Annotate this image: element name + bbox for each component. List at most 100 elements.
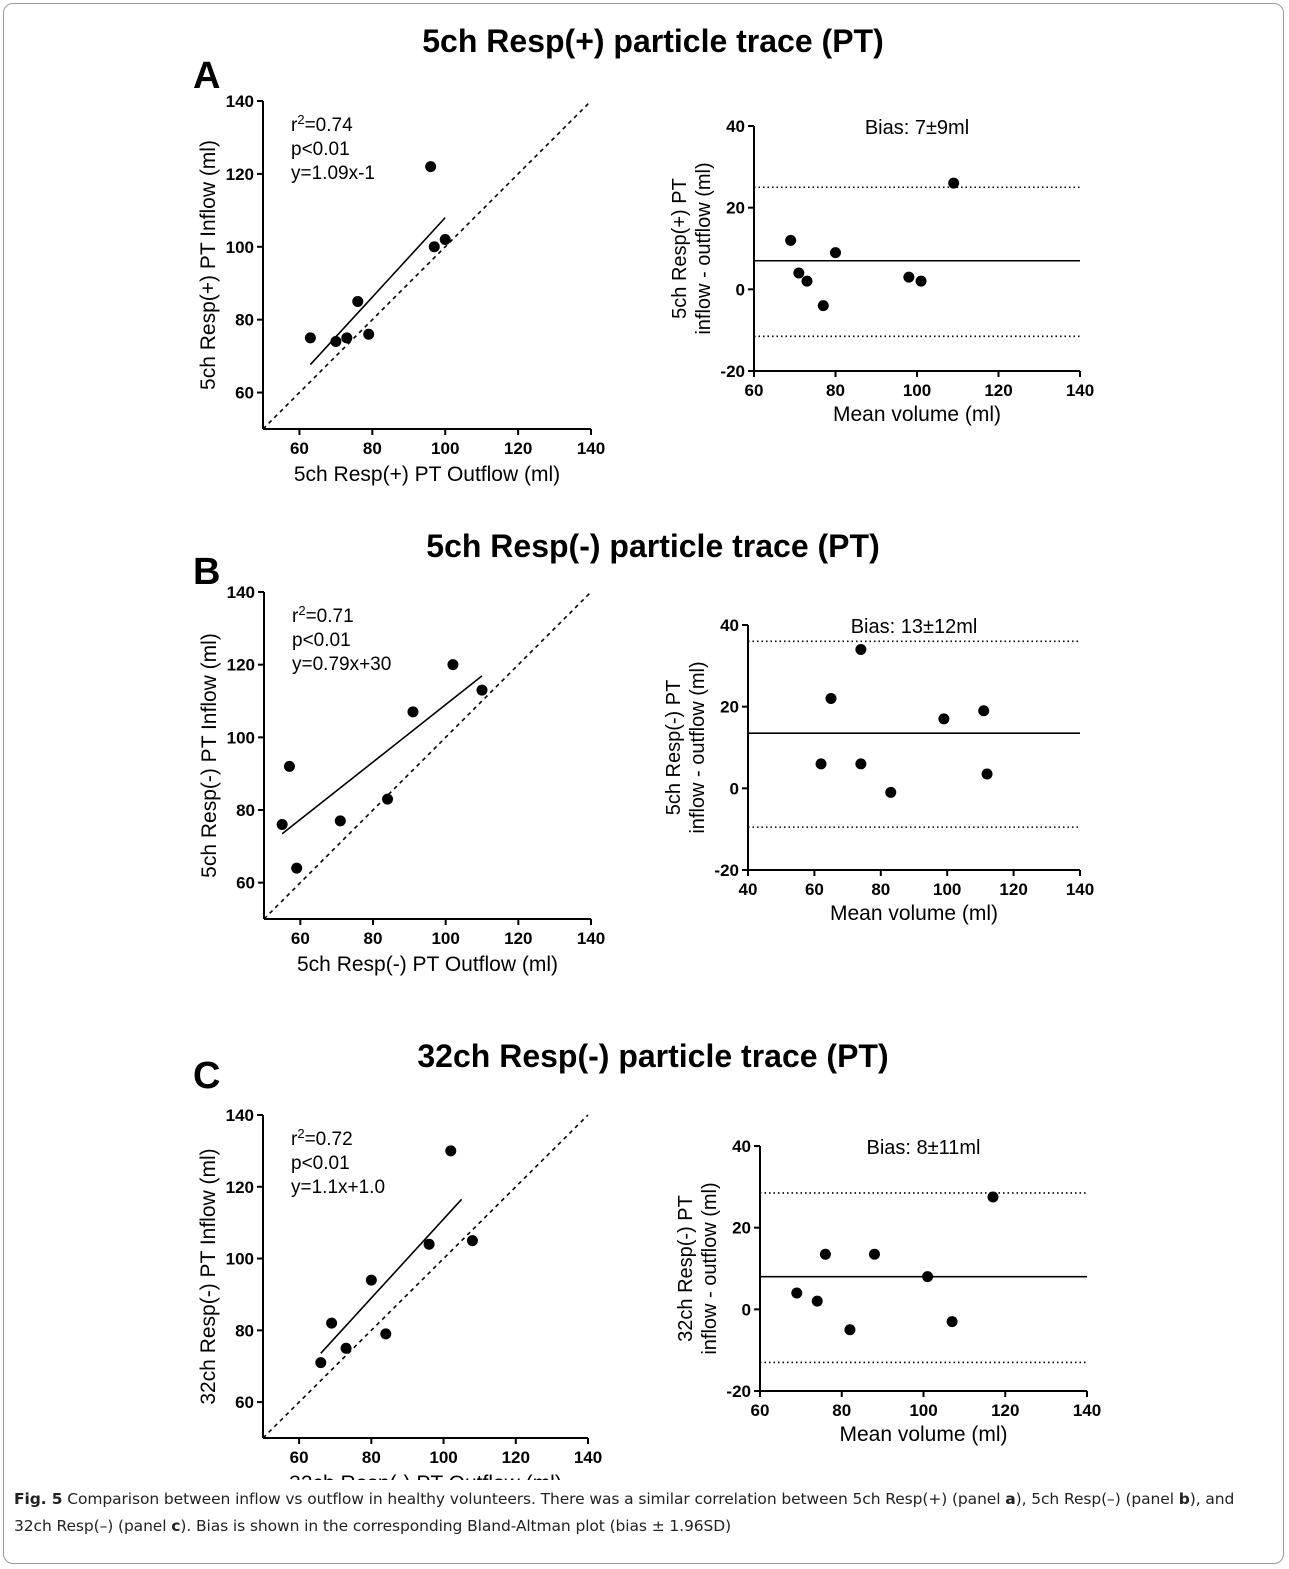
chart1-title: 5ch Resp(+) particle trace (PT) — [422, 23, 883, 59]
chart4-x-axis-label: Mean volume (ml) — [830, 902, 998, 925]
chart4-y-tick-label: 0 — [730, 779, 739, 798]
chart5-panel-letter: C — [193, 1055, 220, 1097]
chart2-y-axis-label-line1: 5ch Resp(+) PT — [669, 178, 691, 319]
chart4-data-point — [825, 693, 837, 704]
chart2-data-point — [830, 247, 841, 259]
chart6-x-tick-label: 100 — [909, 1401, 937, 1420]
chart1-data-point — [330, 336, 342, 348]
chart6-data-point — [868, 1248, 880, 1260]
chart3-data-point — [382, 793, 394, 805]
chart6-y-tick-label: 20 — [732, 1219, 751, 1238]
chart1-x-tick-label: 60 — [290, 439, 309, 458]
chart4-data-point — [981, 768, 993, 780]
chart3-y-tick-label: 100 — [227, 728, 255, 747]
chart5-y-tick-label: 60 — [235, 1393, 254, 1412]
caption-panel-a: a — [1005, 1490, 1016, 1508]
chart6-bias-label: Bias: 8±11ml — [867, 1137, 981, 1159]
chart2-data-point — [915, 275, 927, 287]
chart4-bias-label: Bias: 13±12ml — [851, 616, 978, 638]
chart6-x-tick-label: 120 — [991, 1401, 1019, 1420]
caption-text-2: ), 5ch Resp(–) (panel — [1015, 1490, 1179, 1508]
chart5-title: 32ch Resp(-) particle trace (PT) — [417, 1038, 888, 1074]
caption-label: Fig. 5 — [14, 1490, 63, 1508]
chart6-x-tick-label: 60 — [751, 1401, 770, 1420]
chart2-data-point — [903, 271, 915, 283]
chart1-y-tick-label: 140 — [226, 92, 254, 111]
chart1-y-tick-label: 120 — [226, 165, 254, 184]
chart1-x-tick-label: 120 — [504, 439, 532, 458]
chart1-stat-p: p<0.01 — [291, 139, 350, 160]
figure-canvas: A 5ch Resp(+) particle trace (PT) 60 80 100 1… — [193, 23, 1101, 1480]
chart6-y-axis-label-line2: inflow - outflow (ml) — [699, 1182, 721, 1354]
chart3-data-point — [476, 684, 488, 696]
chart1-data-point — [428, 241, 440, 253]
chart3-x-tick-label: 120 — [504, 929, 532, 948]
caption-text-1: Comparison between inflow vs outflow in … — [62, 1490, 1006, 1508]
chart2-y-tick-label: 0 — [736, 280, 745, 299]
chart1-data-point — [352, 295, 364, 307]
chart1-stat-equation: y=1.09x-1 — [291, 163, 375, 184]
chart6-y-tick-label: 0 — [742, 1300, 751, 1319]
chart1-x-tick-label: 80 — [363, 439, 382, 458]
chart6-y-axis-label-line1: 32ch Resp(-) PT — [675, 1195, 697, 1342]
chart5-x-tick-label: 140 — [574, 1448, 602, 1467]
chart5-y-tick-label: 80 — [235, 1321, 254, 1340]
chart2-data-point — [785, 234, 797, 246]
chart2-y-tick-label: 20 — [726, 199, 745, 218]
chart2-data-point — [793, 267, 805, 279]
chart1-x-tick-label: 140 — [577, 439, 605, 458]
chart3-data-point — [447, 659, 459, 671]
chart2-y-tick-label: -20 — [720, 362, 745, 381]
chart3-data-point — [334, 815, 346, 827]
chart6-y-tick-label: 40 — [732, 1137, 751, 1156]
chart3-x-tick-label: 140 — [577, 929, 605, 948]
chart1-panel-letter: A — [193, 55, 220, 97]
chart3-y-tick-label: 60 — [236, 874, 255, 893]
chart3-y-tick-label: 140 — [227, 583, 255, 602]
chart4-x-tick-label: 80 — [871, 880, 890, 899]
chart1-data-point — [425, 161, 437, 173]
chart5-regression-line — [320, 1198, 463, 1354]
chart2-data-point — [801, 275, 813, 287]
chart1-y-axis-label: 5ch Resp(+) PT Inflow (ml) — [197, 140, 220, 390]
chart5-data-point — [365, 1274, 377, 1286]
chart2-x-tick-label: 100 — [903, 381, 931, 400]
chart6-x-tick-label: 80 — [832, 1401, 851, 1420]
chart2-y-axis-label-line2: inflow - outflow (ml) — [693, 162, 715, 334]
chart5-data-point — [466, 1235, 478, 1247]
chart3-y-axis-label: 5ch Resp(-) PT Inflow (ml) — [198, 633, 221, 878]
chart5-data-point — [380, 1328, 392, 1340]
chart5-stat-r2: r2=0.72 — [291, 1126, 353, 1151]
caption-panel-c: c — [171, 1517, 181, 1535]
chart2-data-point — [817, 300, 829, 312]
chart4-y-tick-label: 20 — [720, 698, 739, 717]
chart3-stat-p: p<0.01 — [292, 630, 351, 651]
chart3-stat-equation: y=0.79x+30 — [292, 654, 391, 675]
chart1-y-tick-label: 60 — [235, 384, 254, 403]
chart2-x-tick-label: 80 — [826, 381, 845, 400]
chart6-data-point — [946, 1316, 958, 1328]
caption-panel-b: b — [1178, 1490, 1190, 1508]
chart6-data-point — [987, 1191, 999, 1203]
chart3-data-point — [276, 819, 288, 831]
chart5-x-tick-label: 100 — [429, 1448, 457, 1467]
caption-text-4: ). Bias is shown in the corresponding Bl… — [180, 1517, 732, 1535]
chart6-x-axis-label: Mean volume (ml) — [839, 1423, 1007, 1446]
chart2-data-point — [948, 177, 960, 189]
chart1-data-point — [363, 328, 375, 340]
chart4-data-point — [938, 713, 950, 725]
chart1-x-axis-label: 5ch Resp(+) PT Outflow (ml) — [294, 463, 560, 486]
chart5-x-tick-label: 120 — [502, 1448, 530, 1467]
chart2-x-tick-label: 120 — [984, 381, 1012, 400]
chart3-x-axis-label: 5ch Resp(-) PT Outflow (ml) — [297, 953, 558, 976]
chart4-y-tick-label: -20 — [714, 861, 739, 880]
chart2-x-tick-label: 60 — [745, 381, 764, 400]
chart5-data-point — [340, 1342, 352, 1354]
chart6-x-tick-label: 140 — [1073, 1401, 1101, 1420]
caption-text-3: ), and 32ch Resp(–) (panel — [14, 1490, 1235, 1535]
chart4-x-tick-label: 60 — [805, 880, 824, 899]
chart1-data-point — [439, 233, 451, 245]
chart6-data-point — [844, 1324, 856, 1336]
chart3-stat-r2: r2=0.71 — [292, 603, 354, 628]
chart3-x-tick-label: 100 — [431, 929, 459, 948]
